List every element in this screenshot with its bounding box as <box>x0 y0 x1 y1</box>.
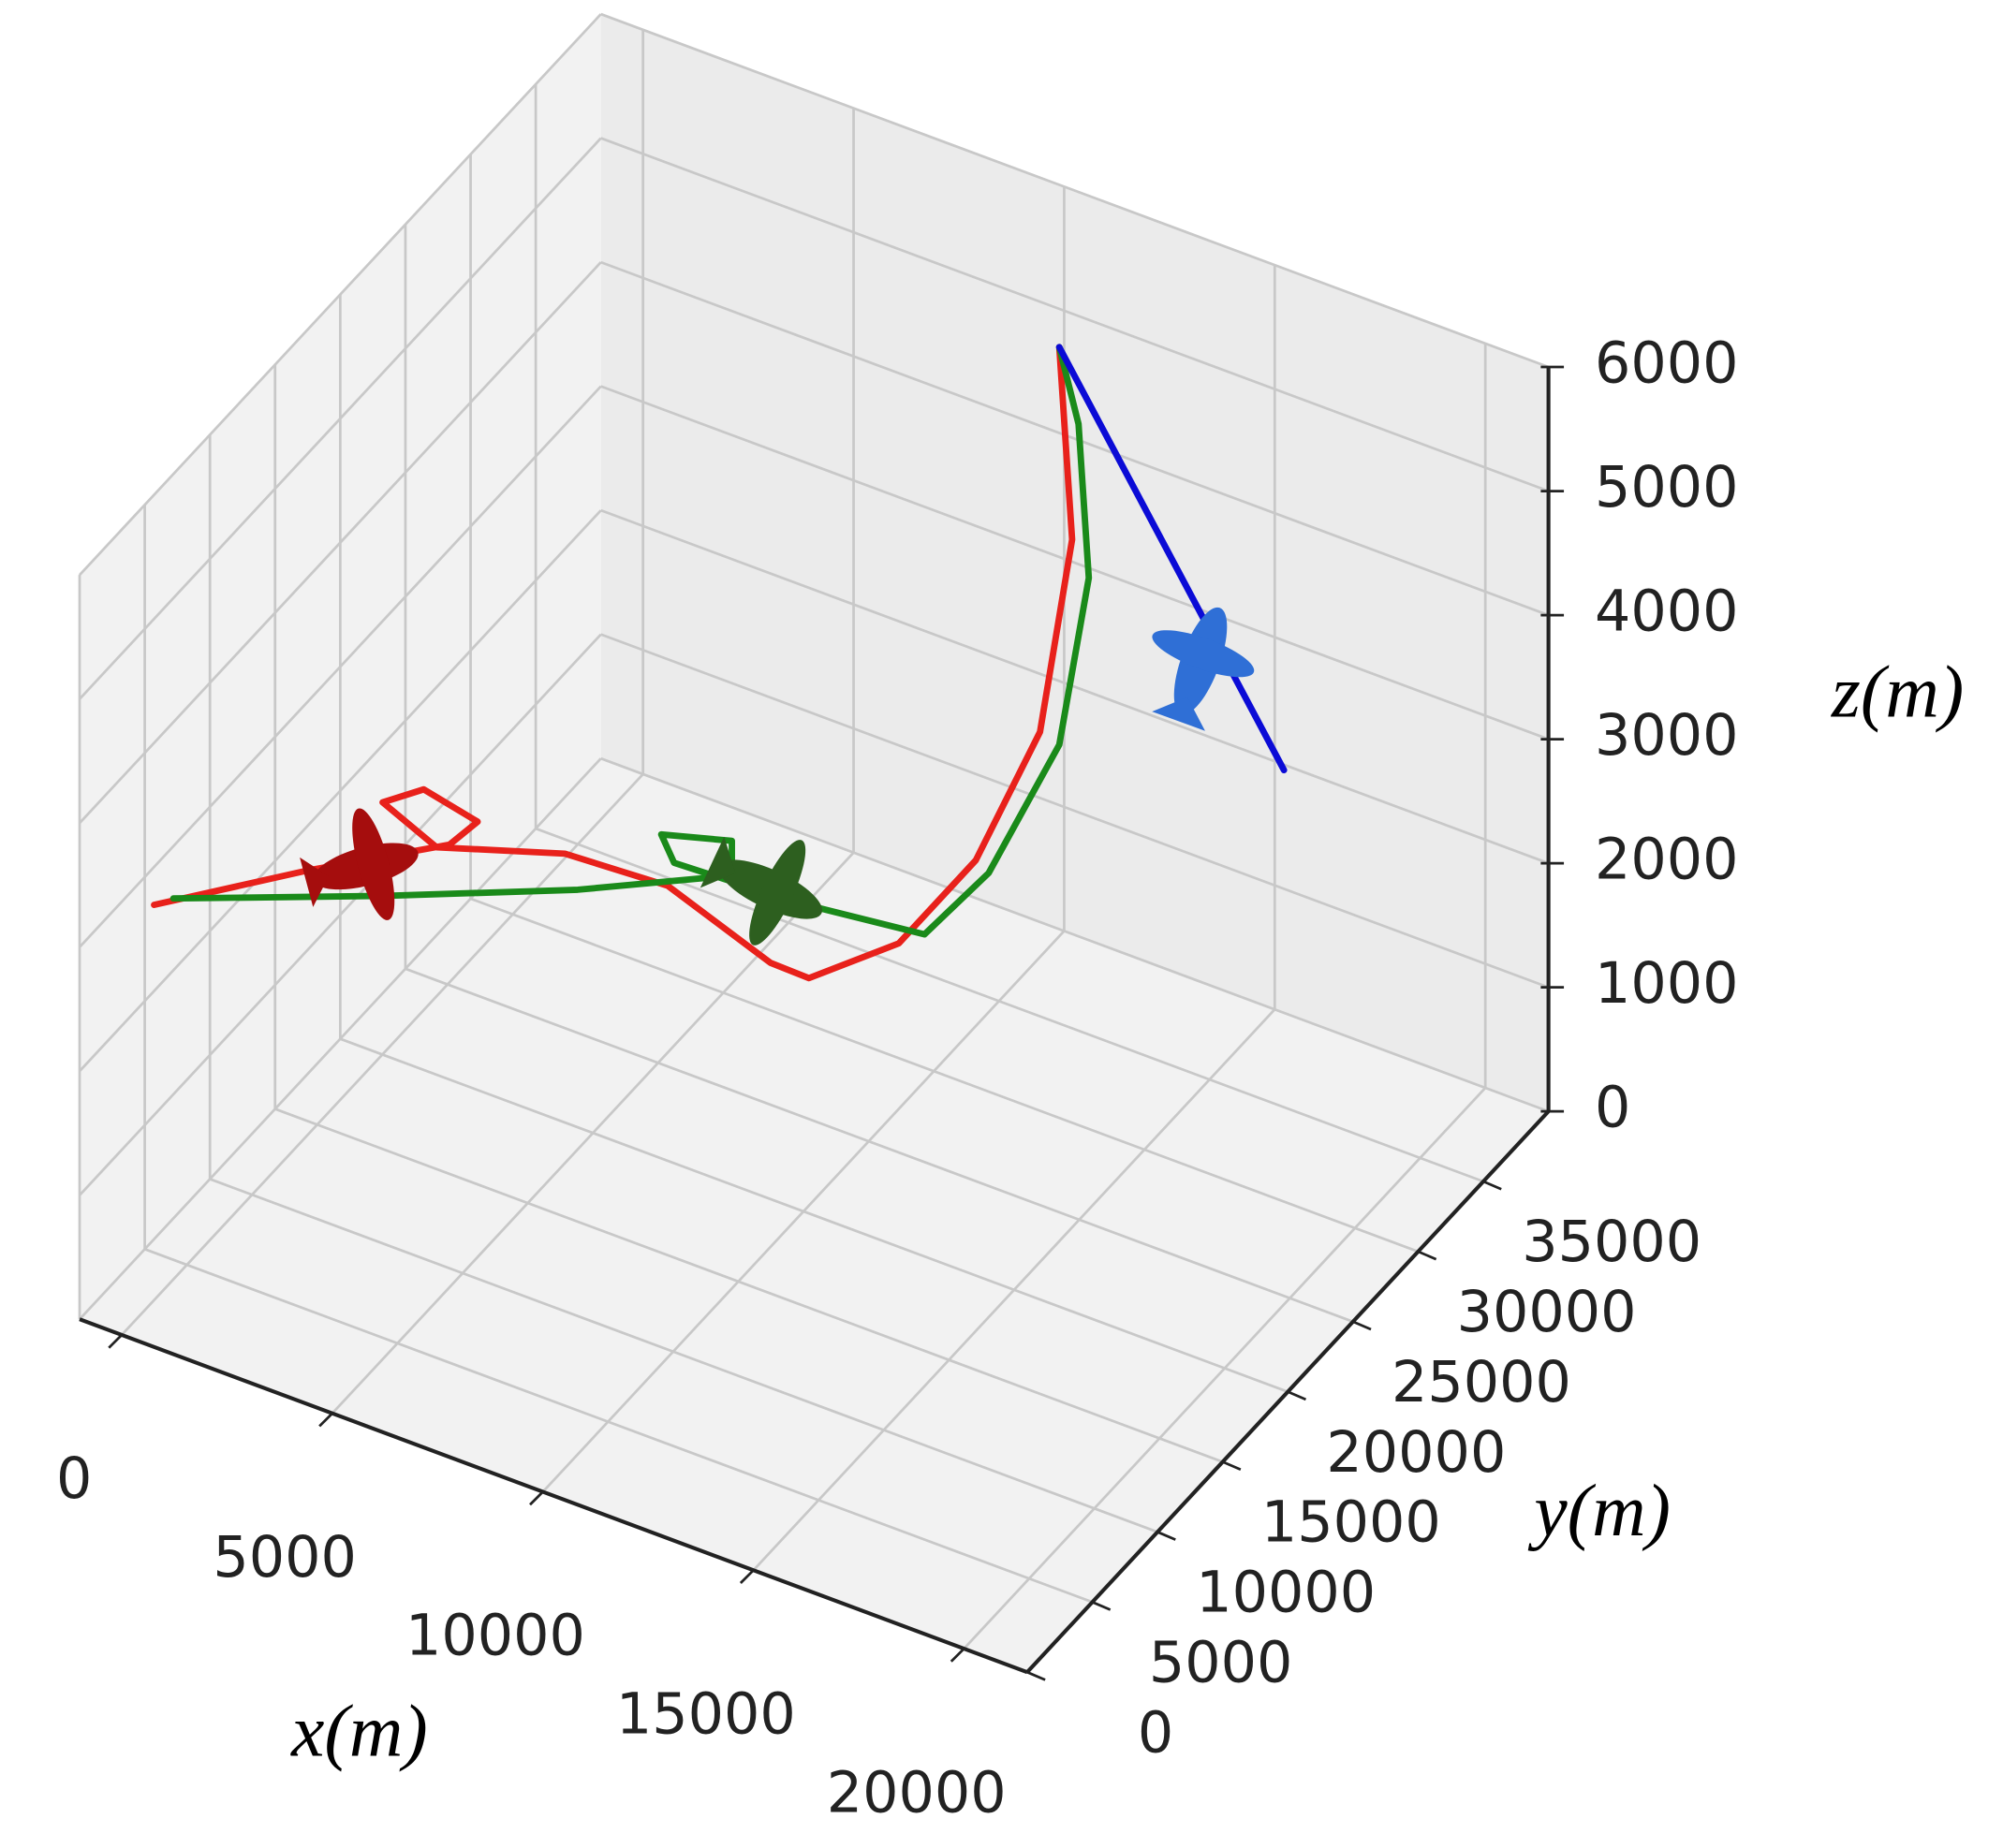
y-tick <box>1091 1601 1112 1611</box>
z-tick-label: 4000 <box>1595 579 1739 645</box>
y-tick-label: 20000 <box>1326 1420 1506 1486</box>
grid-line <box>144 1248 1093 1604</box>
z-tick-label: 0 <box>1595 1076 1630 1141</box>
y-axis-label: y(m) <box>1527 1470 1671 1552</box>
grid-line <box>600 385 1550 741</box>
y-tick-label: 10000 <box>1196 1561 1376 1626</box>
z-tick-label: 5000 <box>1595 455 1739 521</box>
y-tick <box>1482 1180 1502 1191</box>
z-axis-label: z(m) <box>1831 651 1964 733</box>
aircraft-icons <box>300 607 1255 946</box>
y-tick-label: 30000 <box>1457 1280 1637 1345</box>
y-tick <box>1156 1531 1176 1541</box>
grid-line <box>600 508 1550 865</box>
grid-line <box>405 967 1354 1324</box>
green-aircraft <box>700 836 823 946</box>
x-tick-label: 15000 <box>616 1682 796 1748</box>
y-tick-label: 15000 <box>1261 1490 1441 1556</box>
grid-line <box>470 897 1419 1254</box>
x-tick <box>318 1412 333 1428</box>
red-aircraft <box>300 808 419 920</box>
x-tick-label: 20000 <box>827 1760 1007 1826</box>
x-tick <box>739 1569 755 1584</box>
grid-line <box>600 260 1550 617</box>
grid-line <box>79 137 602 700</box>
blue-aircraft <box>1152 607 1255 731</box>
y-tick <box>1026 1670 1046 1681</box>
grid-line <box>209 1178 1158 1533</box>
z-tick-label: 3000 <box>1595 703 1739 769</box>
trajectory <box>1055 344 1288 774</box>
y-axis-line <box>1025 1109 1551 1674</box>
x-tick-label: 10000 <box>405 1604 585 1669</box>
x-tick <box>950 1648 965 1663</box>
grid-line <box>79 261 602 825</box>
z-tick-label: 1000 <box>1595 951 1739 1017</box>
grid-line <box>600 756 1550 1113</box>
y-tick-label: 0 <box>1138 1700 1173 1766</box>
grid-line <box>339 1037 1289 1393</box>
z-tick-label: 2000 <box>1595 828 1739 893</box>
grid-line <box>79 509 602 1073</box>
grid-line <box>274 1107 1224 1463</box>
grid-line <box>600 12 1550 369</box>
y-tick <box>1287 1390 1307 1401</box>
grid-line <box>79 633 602 1196</box>
x-tick-label: 0 <box>56 1446 92 1512</box>
x-tick-label: 5000 <box>213 1525 357 1591</box>
grid-line <box>79 13 602 577</box>
x-axis-label: x(m) <box>290 1691 428 1773</box>
grid-line <box>535 827 1484 1183</box>
trajectory <box>151 344 1076 982</box>
y-tick <box>1352 1320 1372 1331</box>
grid-line <box>79 385 602 948</box>
y-tick-label: 35000 <box>1522 1210 1701 1275</box>
y-tick-label: 5000 <box>1149 1630 1293 1695</box>
x-axis-line <box>79 1317 1028 1675</box>
y-tick <box>1222 1460 1242 1472</box>
y-tick-label: 25000 <box>1392 1350 1571 1415</box>
x-tick <box>529 1490 544 1506</box>
z-tick-label: 6000 <box>1595 331 1739 397</box>
grid-line <box>600 137 1550 492</box>
plot-layer: 0500010000150002000005000100001500020000… <box>56 12 1739 1826</box>
grid-line <box>600 633 1550 989</box>
x-tick <box>108 1334 123 1349</box>
y-tick <box>1417 1250 1437 1261</box>
